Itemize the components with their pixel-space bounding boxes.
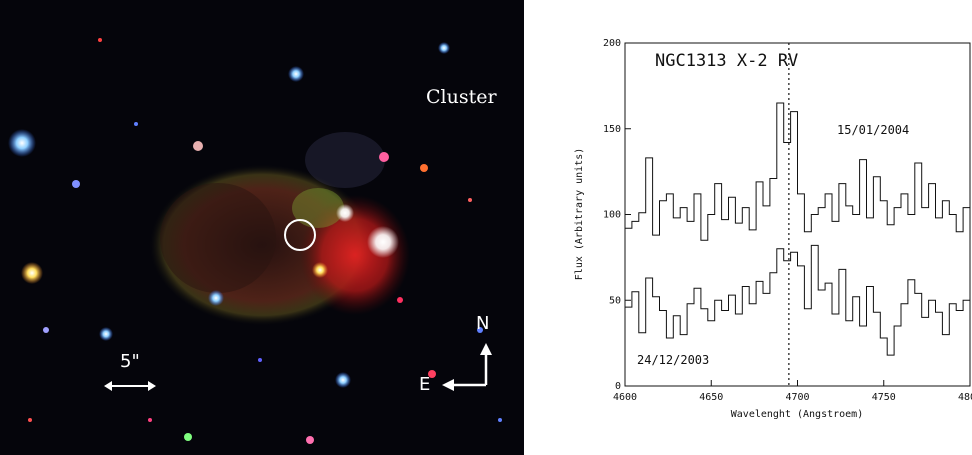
x-tick-label: 4750: [872, 392, 896, 403]
spectrum-line-lower: [625, 244, 971, 356]
x-axis-label: Wavelenght (Angstroem): [731, 409, 863, 420]
scale-bar-arrow: [104, 381, 156, 391]
annotation-lower-date: 24/12/2003: [637, 353, 709, 367]
y-tick-label: 100: [603, 210, 621, 221]
x-axis: 4600 4650 4700 4750 4800: [613, 380, 972, 403]
spectrum-line-upper: [625, 102, 971, 241]
x-tick-label: 4700: [785, 392, 809, 403]
y-axis: 0 50 100 150 200: [603, 38, 631, 392]
nebula-image-graphic: [8, 38, 502, 444]
y-tick-label: 200: [603, 38, 621, 49]
y-axis-label: Flux (Arbitrary units): [574, 148, 585, 280]
spectrum-chart-svg: 0 50 100 150 200 4600 4650 4700 4750 4800 NGC131…: [574, 38, 972, 420]
x-tick-label: 4650: [699, 392, 723, 403]
plot-frame: [624, 42, 971, 387]
star-field: [8, 38, 502, 444]
spectrum-chart: 0 50 100 150 200 4600 4650 4700 4750 4800 NGC131…: [560, 0, 972, 455]
compass-east-label: E: [419, 374, 431, 395]
y-tick-label: 0: [615, 381, 621, 392]
nebula-image: Cluster 5" N E: [0, 0, 524, 455]
x-tick-label: 4800: [958, 392, 972, 403]
nebula-shell: [150, 132, 410, 325]
chart-title: NGC1313 X-2 RV: [655, 51, 798, 71]
y-tick-label: 150: [603, 124, 621, 135]
scale-bar-label: 5": [120, 351, 140, 372]
compass-north-label: N: [476, 313, 490, 334]
x-tick-label: 4600: [613, 392, 637, 403]
source-marker-circle: [284, 219, 316, 251]
annotation-upper-date: 15/01/2004: [837, 123, 909, 137]
cluster-label: Cluster: [426, 86, 497, 108]
y-tick-label: 50: [609, 295, 621, 306]
compass-arrows: [442, 343, 492, 391]
